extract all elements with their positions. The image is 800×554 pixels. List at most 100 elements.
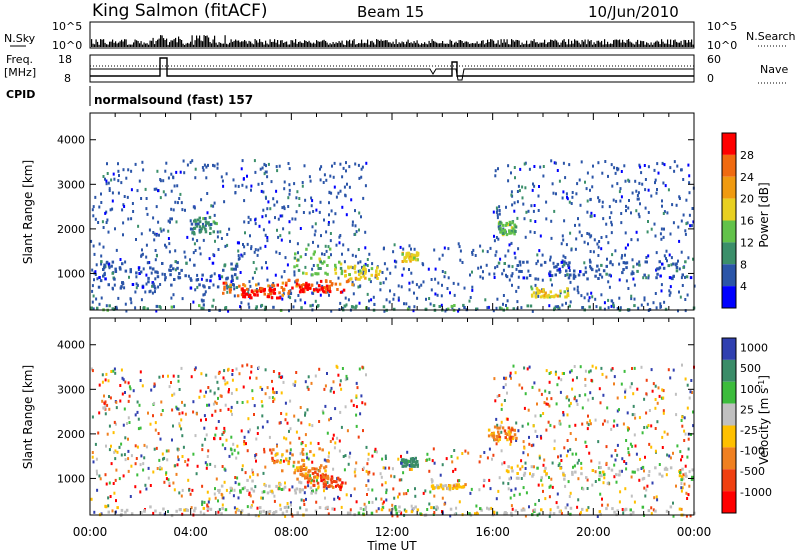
nsky-bar	[617, 40, 619, 47]
scatter-cell	[522, 202, 525, 206]
scatter-cell	[578, 178, 581, 182]
patch-cell	[283, 506, 287, 509]
scatter-cell	[569, 432, 572, 435]
scatter-cell	[93, 278, 95, 282]
scatter-cell	[640, 365, 643, 369]
time-tick-label: 00:00	[677, 525, 712, 539]
beam-title: Beam 15	[357, 3, 424, 21]
nsky-bar	[442, 41, 444, 47]
scatter-cell	[544, 497, 547, 501]
scatter-cell	[311, 199, 314, 203]
time-tick-label: 04:00	[173, 525, 208, 539]
scatter-cell	[544, 389, 547, 393]
nsky-bar	[430, 43, 432, 47]
scatter-cell	[294, 380, 297, 384]
scatter-cell	[251, 471, 254, 474]
nsky-bar	[251, 43, 253, 47]
scatter-cell	[108, 187, 111, 191]
scatter-cell	[610, 454, 613, 458]
scatter-cell	[145, 273, 148, 277]
scatter-cell	[316, 479, 318, 483]
scatter-cell	[298, 197, 301, 200]
scatter-cell	[536, 253, 539, 257]
scatter-cell	[182, 445, 185, 449]
scatter-cell	[225, 283, 228, 287]
patch-cell	[458, 485, 461, 489]
patch-cell	[672, 262, 675, 266]
scatter-cell	[311, 460, 314, 464]
scatter-cell	[500, 420, 503, 424]
scatter-cell	[345, 493, 348, 497]
scatter-cell	[119, 384, 122, 387]
scatter-cell	[591, 483, 594, 487]
patch-cell	[319, 279, 323, 283]
patch-cell	[313, 250, 316, 254]
patch-cell	[193, 232, 196, 236]
scatter-cell	[172, 374, 175, 378]
patch-cell	[222, 281, 226, 285]
nsky-bar	[173, 39, 175, 47]
scatter-cell	[109, 396, 112, 400]
scatter-cell	[403, 508, 406, 512]
colorbar-tick-label: 100	[740, 383, 761, 396]
scatter-cell	[242, 385, 245, 389]
scatter-cell	[584, 369, 587, 373]
scatter-cell	[295, 430, 298, 434]
scatter-cell	[358, 211, 361, 215]
scatter-cell	[528, 365, 531, 369]
scatter-cell	[468, 299, 471, 303]
scatter-cell	[536, 402, 538, 406]
scatter-cell	[92, 244, 95, 248]
patch-cell	[548, 295, 552, 299]
patch-cell	[616, 307, 620, 310]
scatter-cell	[293, 182, 296, 186]
patch-cell	[543, 295, 546, 299]
scatter-cell	[634, 179, 637, 183]
nsky-bar	[359, 43, 361, 47]
patch-cell	[584, 270, 588, 274]
scatter-cell	[548, 514, 551, 518]
scatter-cell	[638, 215, 641, 219]
patch-cell	[559, 289, 562, 293]
scatter-cell	[660, 396, 663, 400]
scatter-cell	[624, 390, 627, 394]
scatter-cell	[293, 383, 296, 387]
patch-cell	[178, 272, 181, 275]
patch-cell	[567, 263, 570, 267]
scatter-cell	[247, 221, 250, 224]
scatter-cell	[672, 221, 675, 225]
scatter-cell	[200, 372, 203, 376]
scatter-cell	[352, 403, 355, 407]
colorbar-tick-label: 4	[740, 280, 747, 293]
patch-cell	[211, 261, 215, 265]
scatter-cell	[283, 205, 286, 209]
nsky-bar	[278, 44, 280, 47]
scatter-cell	[338, 497, 341, 501]
scatter-cell	[193, 368, 196, 372]
scatter-cell	[145, 255, 148, 259]
scatter-cell	[514, 487, 517, 491]
nsky-bar	[266, 43, 268, 47]
scatter-cell	[610, 304, 613, 308]
scatter-cell	[114, 227, 116, 231]
patch-cell	[318, 288, 321, 292]
patch-cell	[512, 307, 516, 311]
patch-cell	[198, 220, 202, 224]
nsky-bar	[350, 43, 352, 47]
scatter-cell	[124, 391, 126, 394]
scatter-cell	[105, 179, 108, 183]
nsky-bar	[622, 39, 624, 47]
patch-cell	[684, 260, 687, 264]
scatter-cell	[304, 253, 307, 256]
nsky-bar	[535, 42, 537, 47]
patch-cell	[531, 294, 534, 298]
nsky-bar	[551, 40, 553, 47]
patch-cell	[503, 262, 506, 265]
patch-cell	[240, 509, 244, 513]
scatter-cell	[626, 426, 629, 430]
patch-cell	[243, 289, 246, 293]
scatter-cell	[644, 206, 647, 210]
nsky-bar	[661, 39, 663, 47]
scatter-cell	[428, 297, 431, 300]
nsky-bar	[418, 43, 420, 47]
